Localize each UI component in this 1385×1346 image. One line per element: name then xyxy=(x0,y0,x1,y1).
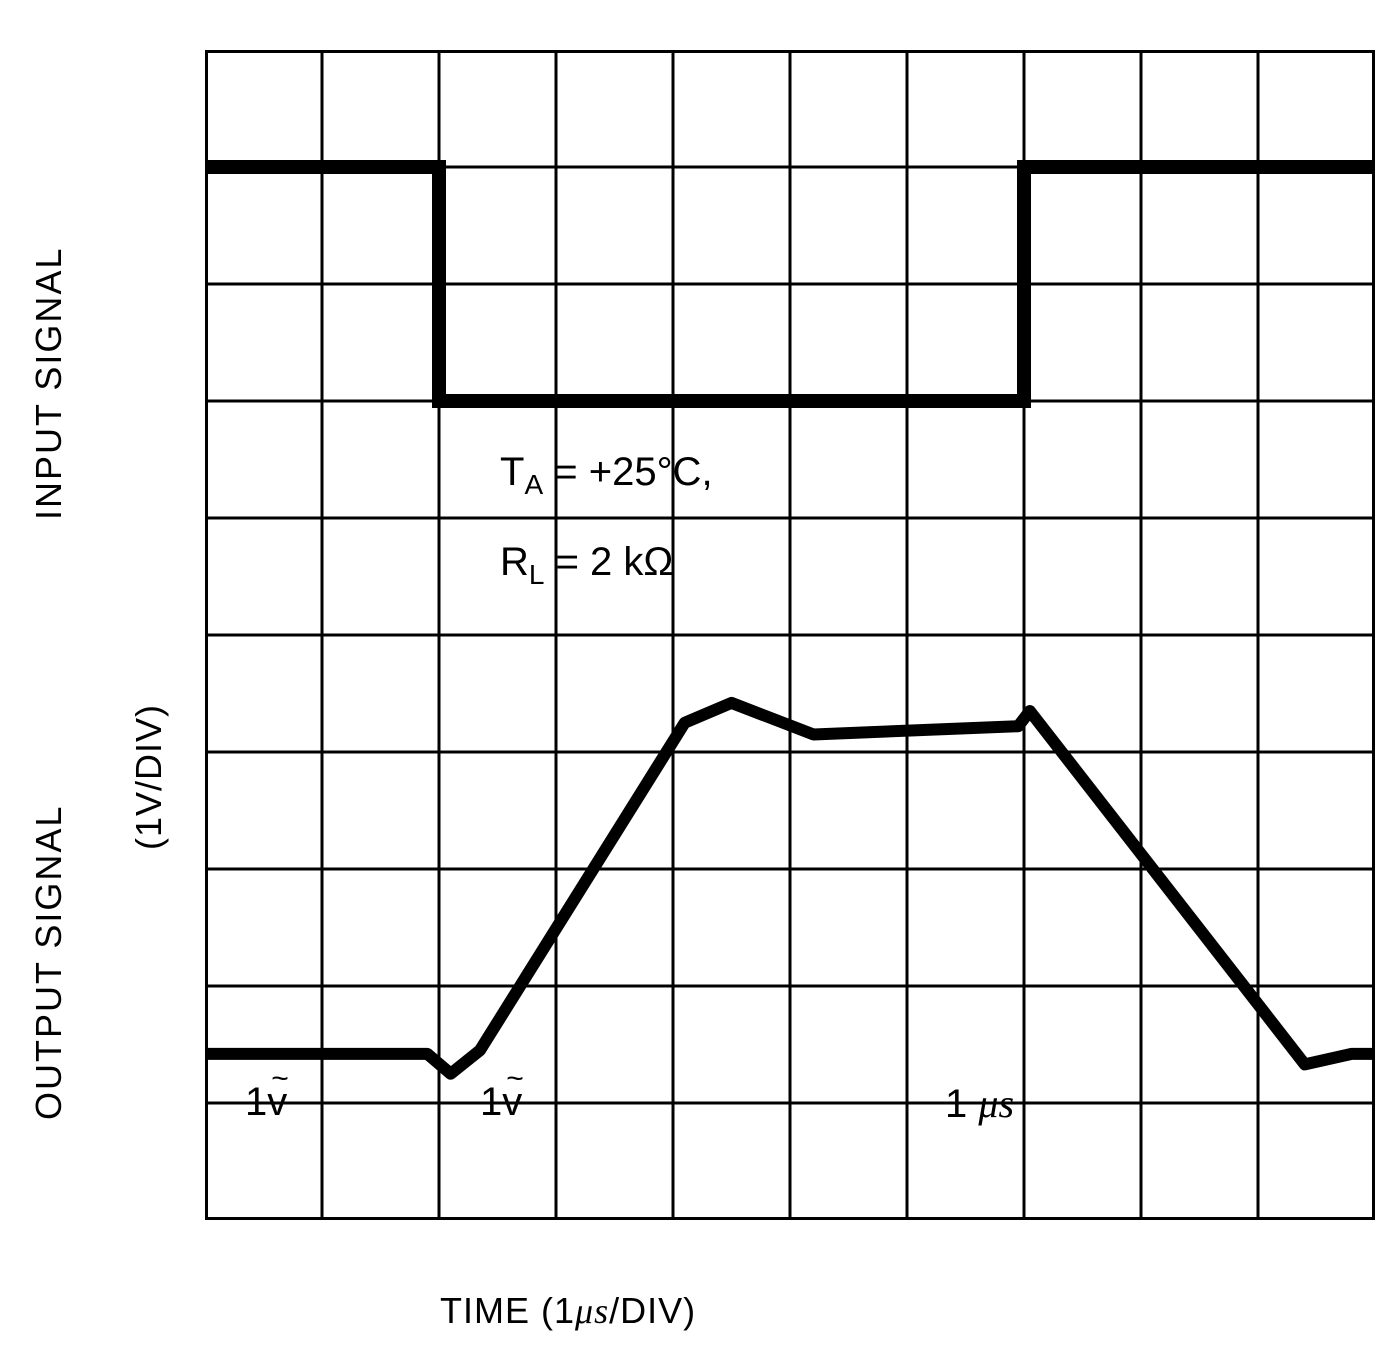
annotation-rl: RL = 2 kΩ xyxy=(500,540,673,591)
oscilloscope-chart: OUTPUT SIGNAL INPUT SIGNAL (1V/DIV) TIME… xyxy=(0,0,1385,1346)
plot-area: TA = +25°C, RL = 2 kΩ 1~v 1~v 1 μs xyxy=(205,50,1375,1220)
tick-right: 1 μs xyxy=(945,1080,1014,1127)
y-axis-scale-label: (1V/DIV) xyxy=(128,704,170,850)
y-axis-input-label: INPUT SIGNAL xyxy=(28,20,70,520)
annotation-ta: TA = +25°C, xyxy=(500,450,713,501)
grid xyxy=(205,50,1375,1220)
x-axis-label: TIME (1μs/DIV) xyxy=(440,1290,696,1332)
y-axis-output-label: OUTPUT SIGNAL xyxy=(28,420,70,1120)
tick-left: 1~v xyxy=(245,1080,287,1125)
plot-svg xyxy=(205,50,1375,1220)
tick-mid: 1~v xyxy=(480,1080,522,1125)
